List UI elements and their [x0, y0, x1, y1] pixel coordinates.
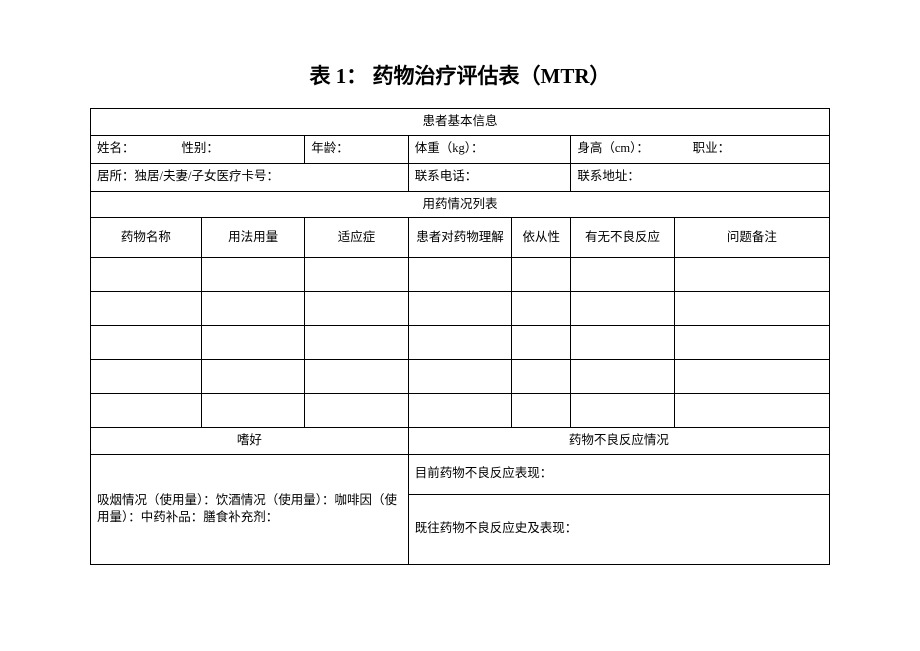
col-compliance: 依从性	[512, 218, 571, 258]
label-weight: 体重（kg）：	[408, 135, 571, 163]
col-adr: 有无不良反应	[571, 218, 674, 258]
table-row	[91, 292, 830, 326]
label-gender: 性别：	[181, 141, 219, 155]
section-med-list-header: 用药情况列表	[91, 191, 830, 218]
mtr-form-table: 患者基本信息 姓名： 性别： 年龄： 体重（kg）： 身高（cm）： 职业： 居…	[90, 108, 830, 565]
page-title: 表 1： 药物治疗评估表（MTR）	[90, 60, 830, 90]
table-row	[91, 326, 830, 360]
section-adr-header: 药物不良反应情况	[408, 428, 829, 455]
label-address: 联系地址：	[571, 163, 830, 191]
section-hobby-header: 嗜好	[91, 428, 409, 455]
col-notes: 问题备注	[674, 218, 829, 258]
col-drug-name: 药物名称	[91, 218, 202, 258]
col-usage: 用法用量	[201, 218, 304, 258]
table-row	[91, 360, 830, 394]
section-basic-info-header: 患者基本信息	[91, 109, 830, 136]
label-phone: 联系电话：	[408, 163, 571, 191]
label-height-occupation: 身高（cm）： 职业：	[571, 135, 830, 163]
adr-history: 既往药物不良反应史及表现：	[408, 494, 829, 564]
col-indication: 适应症	[305, 218, 408, 258]
label-residence: 居所：独居/夫妻/子女医疗卡号：	[91, 163, 409, 191]
label-occupation: 职业：	[693, 141, 731, 155]
label-height: 身高（cm）：	[577, 141, 649, 155]
label-age: 年龄：	[305, 135, 408, 163]
label-name-gender: 姓名： 性别：	[91, 135, 305, 163]
table-row	[91, 394, 830, 428]
label-name: 姓名：	[97, 141, 135, 155]
adr-current: 目前药物不良反应表现：	[408, 454, 829, 494]
col-understanding: 患者对药物理解	[408, 218, 511, 258]
hobby-content: 吸烟情况（使用量）：饮酒情况（使用量）：咖啡因（使用量）：中药补品：膳食补充剂：	[91, 454, 409, 564]
table-row	[91, 258, 830, 292]
